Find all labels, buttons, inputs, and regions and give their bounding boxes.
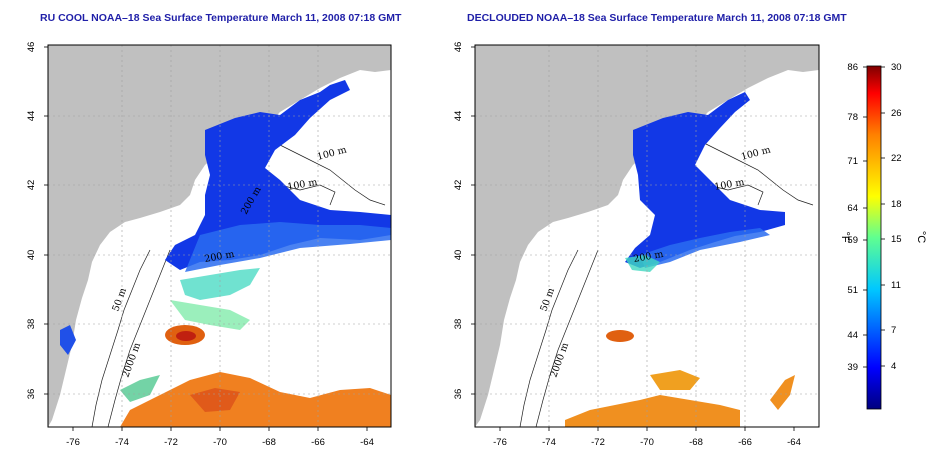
fahrenheit-tick: 78 [847,112,858,123]
left-panel-title: RU COOL NOAA–18 Sea Surface Temperature … [40,12,402,24]
left-warm-eddy-core [176,331,196,341]
fahrenheit-tick: 59 [847,235,858,246]
left-contour-label: 100 m [287,177,319,193]
y-tick-label: 38 [453,319,464,330]
left-midwater [180,268,260,300]
right-warm-water-2 [650,370,700,390]
left-land [48,45,391,427]
right-warm-eddy [606,330,634,342]
x-tick-label: -68 [689,437,703,448]
x-tick-label: -72 [164,437,178,448]
x-tick-label: -74 [542,437,556,448]
right-cold-water [625,92,785,268]
y-tick-label: 36 [26,389,37,400]
left-y-axis: 46 44 42 40 38 36 [26,42,48,400]
x-tick-label: -72 [591,437,605,448]
right-contour-label: 200 m [633,249,665,265]
x-tick-label: -68 [262,437,276,448]
x-tick-label: -64 [360,437,374,448]
right-cold-water-shallow [640,228,770,268]
right-panel-title: DECLOUDED NOAA–18 Sea Surface Temperatur… [467,12,847,24]
left-shelf-contour-2 [107,249,171,427]
right-grid [475,45,819,427]
left-contour-label: 200 m [204,249,236,265]
celsius-unit-label: °C [915,231,927,243]
celsius-tick: 18 [891,199,902,210]
celsius-tick: 30 [891,62,902,73]
x-tick-label: -66 [738,437,752,448]
y-tick-label: 44 [26,111,37,122]
right-midwater [625,255,660,272]
right-warm-water [565,395,740,427]
x-tick-label: -74 [115,437,129,448]
colorbar-gradient [866,65,882,410]
celsius-tick: 26 [891,108,902,119]
fahrenheit-tick: 51 [847,285,858,296]
right-land [475,45,819,427]
right-gulf-contour-2 [707,184,764,206]
left-warm-water-core [190,388,240,412]
left-map: 100 m 100 m 200 m 50 m 2000 m 200 m [47,44,392,428]
celsius-tick: 7 [891,325,896,336]
left-gulf-contour [269,139,386,206]
y-tick-label: 40 [453,250,464,261]
fahrenheit-tick: 71 [847,156,858,167]
left-warm-water [120,372,391,427]
y-tick-label: 44 [453,111,464,122]
fahrenheit-tick: 64 [847,203,858,214]
y-tick-label: 46 [453,42,464,53]
left-midwater-2 [170,300,250,330]
y-tick-label: 40 [26,250,37,261]
celsius-tick: 15 [891,234,902,245]
right-y-axis: 46 44 42 40 38 36 [453,42,475,400]
left-x-axis: -76 -74 -72 -70 -68 -66 -64 [66,427,374,448]
right-warm-water-3 [770,375,795,410]
y-tick-label: 42 [453,180,464,191]
right-gulf-contour [697,139,814,206]
y-tick-label: 46 [26,42,37,53]
fahrenheit-tick: 86 [847,62,858,73]
x-tick-label: -64 [787,437,801,448]
right-shelf-contour [519,249,579,427]
celsius-tick: 11 [891,280,901,291]
fahrenheit-tick: 39 [847,362,858,373]
y-tick-label: 42 [26,180,37,191]
left-coastal-blue [60,325,76,355]
fahrenheit-unit-label: °F [839,231,851,242]
celsius-tick: 4 [891,361,896,372]
x-tick-label: -70 [640,437,654,448]
right-shelf-contour-2 [535,249,599,427]
x-tick-label: -76 [66,437,80,448]
left-green-band [120,375,160,402]
left-cold-water [165,80,391,270]
left-shelf-contour [91,249,151,427]
left-cold-water-shallow [185,222,391,272]
y-tick-label: 38 [26,319,37,330]
x-tick-label: -70 [213,437,227,448]
x-tick-label: -76 [493,437,507,448]
y-tick-label: 36 [453,389,464,400]
x-tick-label: -66 [311,437,325,448]
left-map-border [47,44,392,428]
colorbar: 86 78 71 64 59 51 44 39 30 26 22 18 15 1… [839,62,927,410]
left-grid [48,45,391,427]
right-map: 100 m 100 m 200 m 50 m 2000 m [474,44,820,428]
celsius-tick: 22 [891,153,902,164]
fahrenheit-tick: 44 [847,330,858,341]
right-contour-label: 100 m [714,177,746,193]
right-x-axis: -76 -74 -72 -70 -68 -66 -64 [493,427,801,448]
